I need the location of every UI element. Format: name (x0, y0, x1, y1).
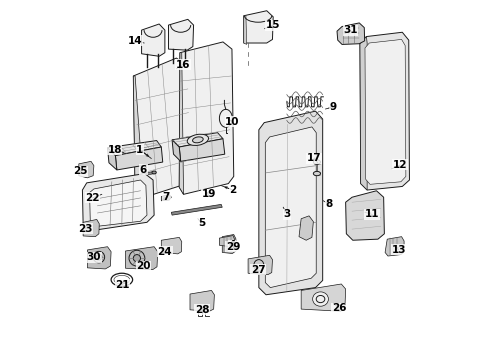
Text: 29: 29 (225, 242, 240, 252)
Ellipse shape (313, 171, 320, 176)
Polygon shape (301, 284, 345, 311)
Polygon shape (161, 194, 171, 201)
Ellipse shape (313, 160, 320, 164)
Polygon shape (161, 237, 182, 254)
Polygon shape (171, 204, 222, 215)
Text: 28: 28 (195, 305, 209, 315)
Ellipse shape (133, 255, 140, 262)
Text: 12: 12 (392, 160, 407, 170)
Text: 16: 16 (175, 59, 190, 69)
Text: 10: 10 (224, 117, 239, 127)
Polygon shape (125, 247, 158, 270)
Text: 26: 26 (331, 303, 346, 314)
Text: 11: 11 (364, 210, 379, 220)
Polygon shape (87, 247, 111, 269)
Polygon shape (359, 32, 408, 190)
Text: 27: 27 (250, 265, 265, 275)
Text: 18: 18 (107, 145, 122, 155)
Text: 1: 1 (136, 144, 143, 154)
Text: 4: 4 (228, 240, 235, 250)
Text: 2: 2 (229, 185, 236, 195)
Polygon shape (190, 291, 214, 311)
Text: 9: 9 (329, 102, 336, 112)
Polygon shape (244, 11, 273, 43)
Polygon shape (345, 191, 384, 240)
Text: 6: 6 (140, 165, 147, 175)
Polygon shape (142, 24, 164, 56)
Polygon shape (359, 37, 366, 190)
Text: 23: 23 (78, 224, 92, 234)
Text: 25: 25 (73, 166, 87, 176)
Text: 15: 15 (265, 20, 280, 30)
Polygon shape (179, 139, 224, 161)
Polygon shape (133, 76, 144, 200)
Polygon shape (172, 133, 223, 147)
Polygon shape (79, 161, 94, 178)
Polygon shape (364, 40, 405, 184)
Text: 5: 5 (198, 218, 204, 228)
Ellipse shape (312, 292, 328, 306)
Text: 17: 17 (306, 153, 321, 163)
Polygon shape (298, 216, 313, 240)
Polygon shape (145, 171, 155, 175)
Text: 7: 7 (163, 192, 170, 202)
Ellipse shape (187, 134, 208, 145)
Polygon shape (179, 53, 183, 194)
Ellipse shape (96, 254, 102, 260)
Polygon shape (115, 147, 163, 170)
Polygon shape (247, 255, 272, 275)
Polygon shape (384, 237, 403, 256)
Text: 24: 24 (157, 247, 172, 257)
Polygon shape (83, 220, 99, 237)
Text: 20: 20 (136, 261, 150, 271)
Polygon shape (82, 174, 154, 231)
Polygon shape (168, 19, 193, 50)
Polygon shape (133, 58, 190, 198)
Polygon shape (336, 23, 364, 44)
Polygon shape (107, 148, 117, 170)
Polygon shape (244, 16, 246, 44)
Text: 30: 30 (86, 252, 101, 262)
Text: 8: 8 (325, 199, 332, 210)
Ellipse shape (192, 137, 203, 143)
Polygon shape (222, 234, 235, 253)
Polygon shape (179, 42, 233, 194)
Polygon shape (107, 140, 161, 156)
Text: 31: 31 (343, 25, 357, 35)
Ellipse shape (152, 171, 156, 174)
Text: 21: 21 (115, 280, 129, 290)
Text: 3: 3 (283, 209, 290, 219)
Text: 14: 14 (128, 36, 142, 46)
Polygon shape (265, 127, 316, 288)
Polygon shape (219, 235, 234, 247)
Polygon shape (172, 140, 180, 161)
Text: 19: 19 (201, 189, 215, 199)
Text: 13: 13 (391, 244, 405, 255)
Text: 22: 22 (85, 193, 100, 203)
Polygon shape (258, 111, 322, 295)
Polygon shape (89, 180, 147, 226)
